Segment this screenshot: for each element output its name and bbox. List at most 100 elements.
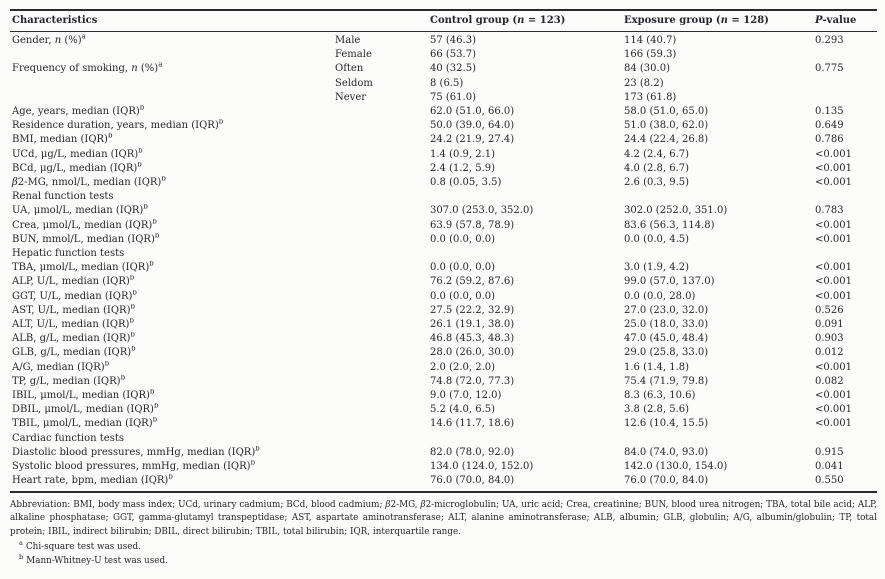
table-row: BUN, mmol/L, median (IQR)b 0.0 (0.0, 0.0)… bbox=[10, 233, 877, 247]
table-row: IBIL, μmol/L, median (IQR)b 9.0 (7.0, 12.… bbox=[10, 389, 877, 403]
control-value: 307.0 (253.0, 352.0) bbox=[430, 205, 534, 217]
col-header-exposure-group: Exposure group (n = 128) bbox=[622, 10, 813, 32]
row-label: Diastolic blood pressures, mmHg, median … bbox=[12, 445, 260, 458]
row-label: GGT, U/L, median (IQR)b bbox=[12, 289, 137, 302]
row-subcategory bbox=[333, 219, 428, 233]
control-value: 134.0 (124.0, 152.0) bbox=[430, 461, 534, 473]
p-value: <0.001 bbox=[815, 262, 853, 274]
section-label: Renal function tests bbox=[12, 191, 114, 203]
exposure-value: 3.0 (1.9, 4.2) bbox=[624, 262, 690, 274]
table-footnotes: Abbreviation: BMI, body mass index; UCd,… bbox=[10, 499, 877, 568]
row-subcategory bbox=[333, 290, 428, 304]
footnote-a-text: Chi-square test was used. bbox=[25, 542, 141, 553]
table-row: Female 66 (53.7) 166 (59.3) bbox=[10, 48, 877, 62]
table-row: BMI, median (IQR)b 24.2 (21.9, 27.4) 24.4 … bbox=[10, 133, 877, 147]
control-value: 57 (46.3) bbox=[430, 35, 476, 46]
section-row: Renal function tests bbox=[10, 190, 877, 204]
row-subcategory bbox=[333, 403, 428, 417]
row-label: BCd, μg/L, median (IQR)b bbox=[12, 161, 142, 174]
exposure-value: 0.0 (0.0, 4.5) bbox=[624, 233, 690, 245]
p-value: 0.293 bbox=[815, 35, 844, 46]
table-row: A/G, median (IQR)b 2.0 (2.0, 2.0) 1.6 (1.4… bbox=[10, 361, 877, 375]
p-value: 0.091 bbox=[815, 319, 844, 331]
exposure-value: 173 (61.8) bbox=[624, 91, 677, 103]
control-value: 14.6 (11.7, 18.6) bbox=[430, 418, 515, 430]
table-row: Systolic blood pressures, mmHg, median (… bbox=[10, 460, 877, 474]
p-value bbox=[813, 48, 877, 62]
row-label: GLB, g/L, median (IQR)b bbox=[12, 346, 136, 359]
row-label: ALP, U/L, median (IQR)b bbox=[12, 275, 135, 288]
table-row: UA, μmol/L, median (IQR)b 307.0 (253.0, 3… bbox=[10, 204, 877, 218]
row-label: TBIL, μmol/L, median (IQR)b bbox=[12, 417, 158, 430]
p-value: <0.001 bbox=[815, 233, 853, 245]
row-subcategory bbox=[333, 346, 428, 360]
row-label bbox=[10, 77, 333, 91]
table-row: β2-MG, nmol/L, median (IQR)b 0.8 (0.05, 3… bbox=[10, 176, 877, 190]
table-row: Frequency of smoking, n (%)a Often 40 (32.… bbox=[10, 62, 877, 76]
p-value: <0.001 bbox=[815, 290, 853, 302]
exposure-value: 4.2 (2.4, 6.7) bbox=[624, 148, 690, 160]
exposure-value: 84 (30.0) bbox=[624, 63, 670, 75]
footnote-a: a Chi-square test was used. bbox=[10, 539, 877, 554]
row-label: AST, U/L, median (IQR)b bbox=[12, 303, 135, 316]
p-value: <0.001 bbox=[815, 361, 853, 373]
exposure-value: 12.6 (10.4, 15.5) bbox=[624, 418, 709, 430]
row-label: BUN, mmol/L, median (IQR)b bbox=[12, 232, 160, 245]
section-label: Cardiac function tests bbox=[12, 432, 124, 444]
control-value: 0.8 (0.05, 3.5) bbox=[430, 177, 502, 189]
footnote-b-text: Mann-Whitney-U test was used. bbox=[26, 555, 168, 566]
row-label: Age, years, median (IQR)b bbox=[12, 105, 145, 118]
exposure-value: 24.4 (22.4, 26.8) bbox=[624, 134, 709, 146]
row-label: ALB, g/L, median (IQR)b bbox=[12, 332, 135, 345]
footnote-b: b Mann-Whitney-U test was used. bbox=[10, 552, 877, 568]
table-row: AST, U/L, median (IQR)b 27.5 (22.2, 32.9)… bbox=[10, 304, 877, 318]
row-subcategory bbox=[333, 233, 428, 247]
row-label: Heart rate, bpm, median (IQR)b bbox=[12, 474, 173, 487]
p-value: 0.783 bbox=[815, 205, 844, 217]
row-label: ALT, U/L, median (IQR)b bbox=[12, 318, 134, 331]
control-value: 8 (6.5) bbox=[430, 77, 464, 89]
control-value: 26.1 (19.1, 38.0) bbox=[430, 319, 515, 331]
control-value: 50.0 (39.0, 64.0) bbox=[430, 120, 515, 132]
p-value bbox=[813, 77, 877, 91]
section-row: Hepatic function tests bbox=[10, 247, 877, 261]
exposure-value: 3.8 (2.8, 5.6) bbox=[624, 404, 690, 416]
exposure-value: 76.0 (70.0, 84.0) bbox=[624, 475, 709, 487]
row-subcategory bbox=[333, 162, 428, 176]
control-value: 1.4 (0.9, 2.1) bbox=[430, 148, 496, 160]
table-row: UCd, μg/L, median (IQR)b 1.4 (0.9, 2.1) 4.… bbox=[10, 148, 877, 162]
p-value: 0.903 bbox=[815, 333, 844, 345]
exposure-value: 27.0 (23.0, 32.0) bbox=[624, 304, 709, 316]
row-label bbox=[10, 91, 333, 105]
row-label: UCd, μg/L, median (IQR)b bbox=[12, 147, 143, 160]
footnote-b-marker: b bbox=[19, 552, 24, 561]
table-row: TP, g/L, median (IQR)b 74.8 (72.0, 77.3) 7… bbox=[10, 375, 877, 389]
row-subcategory bbox=[333, 446, 428, 460]
control-value: 62.0 (51.0, 66.0) bbox=[430, 106, 515, 118]
row-subcategory bbox=[333, 133, 428, 147]
control-value: 46.8 (45.3, 48.3) bbox=[430, 333, 515, 345]
table-row: Crea, μmol/L, median (IQR)b 63.9 (57.8, 7… bbox=[10, 219, 877, 233]
row-subcategory bbox=[333, 417, 428, 431]
row-label: β2-MG, nmol/L, median (IQR)b bbox=[12, 176, 166, 189]
p-value: <0.001 bbox=[815, 418, 853, 430]
table-row: Gender, n (%)a Male 57 (46.3) 114 (40.7) 0.2… bbox=[10, 32, 877, 49]
p-value: <0.001 bbox=[815, 404, 853, 416]
exposure-value: 51.0 (38.0, 62.0) bbox=[624, 120, 709, 132]
p-value: <0.001 bbox=[815, 390, 853, 402]
row-subcategory bbox=[333, 474, 428, 491]
control-value: 0.0 (0.0, 0.0) bbox=[430, 262, 496, 274]
control-value: 74.8 (72.0, 77.3) bbox=[430, 375, 515, 387]
col-header-subcategory bbox=[333, 10, 428, 32]
row-subcategory: Often bbox=[335, 63, 364, 75]
exposure-value: 83.6 (56.3, 114.8) bbox=[624, 219, 715, 231]
row-label: BMI, median (IQR)b bbox=[12, 133, 113, 146]
table-row: ALB, g/L, median (IQR)b 46.8 (45.3, 48.3)… bbox=[10, 332, 877, 346]
row-label: Gender, n (%)a bbox=[12, 32, 86, 46]
control-value: 76.0 (70.0, 84.0) bbox=[430, 475, 515, 487]
footnote-a-marker: a bbox=[19, 539, 23, 548]
row-subcategory bbox=[333, 119, 428, 133]
table-row: ALT, U/L, median (IQR)b 26.1 (19.1, 38.0)… bbox=[10, 318, 877, 332]
table-row: TBA, μmol/L, median (IQR)b 0.0 (0.0, 0.0)… bbox=[10, 261, 877, 275]
row-subcategory bbox=[333, 389, 428, 403]
